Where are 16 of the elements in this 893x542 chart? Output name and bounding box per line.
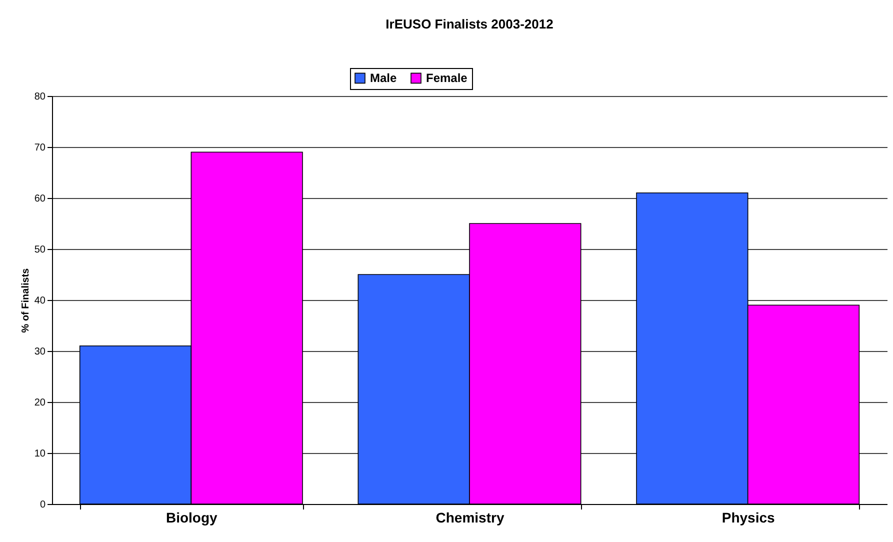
legend-label: Male bbox=[370, 71, 398, 86]
y-tick-label: 60 bbox=[34, 194, 46, 204]
y-tick-label: 10 bbox=[34, 448, 46, 460]
x-tick-label: Chemistry bbox=[436, 510, 504, 526]
y-tick-label: 20 bbox=[34, 398, 46, 408]
chart-title: IrEUSO Finalists 2003-2012 bbox=[386, 16, 554, 32]
y-tick-label: 30 bbox=[34, 346, 46, 358]
y-tick-label: 0 bbox=[40, 500, 46, 510]
legend-label: Female bbox=[426, 71, 468, 86]
x-tick-label: Biology bbox=[166, 510, 218, 526]
y-tick-label: 80 bbox=[34, 92, 46, 102]
x-tick-label: Physics bbox=[722, 510, 775, 526]
y-tick-label: 50 bbox=[34, 244, 46, 256]
y-axis-title: % of Finalists bbox=[20, 268, 32, 333]
y-tick-label: 40 bbox=[34, 296, 46, 306]
y-tick-label: 70 bbox=[34, 142, 46, 154]
